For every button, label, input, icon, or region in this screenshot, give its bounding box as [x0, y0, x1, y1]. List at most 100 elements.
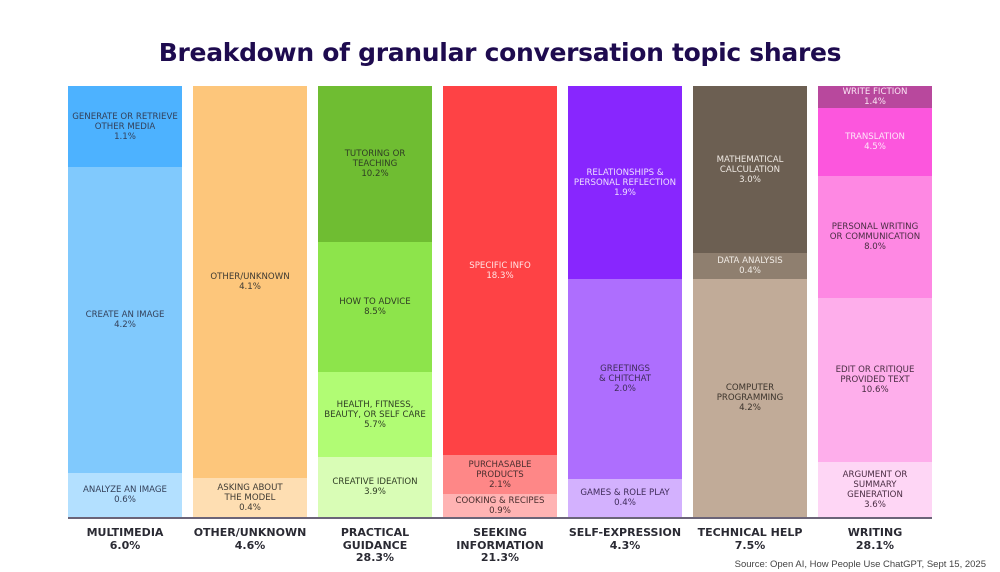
segment-label: EDIT OR CRITIQUE PROVIDED TEXT — [835, 365, 915, 385]
segment-label: PERSONAL WRITING OR COMMUNICATION — [829, 222, 921, 242]
segment-label: ASKING ABOUT THE MODEL — [217, 482, 283, 503]
bar-segment: ARGUMENT OR SUMMARY GENERATION 3.6% — [818, 462, 932, 517]
segment-label: HOW TO ADVICE — [339, 297, 411, 307]
segment-label: GENERATE OR RETRIEVE OTHER MEDIA — [72, 111, 178, 132]
segment-label: SPECIFIC INFO — [469, 260, 531, 271]
segment-value: 4.2% — [114, 320, 136, 330]
segment-label: CREATIVE IDEATION — [332, 477, 418, 487]
segment-label: MATHEMATICAL CALCULATION — [716, 154, 784, 175]
segment-label: COMPUTER PROGRAMMING — [716, 383, 784, 403]
category-total: 28.3% — [355, 551, 395, 564]
segment-value: 4.2% — [739, 403, 761, 413]
category-total: 21.3% — [480, 551, 520, 564]
category-name: SEEKING — [473, 526, 527, 539]
bar-segment: TRANSLATION 4.5% — [818, 108, 932, 176]
segment-value: 0.4% — [739, 266, 761, 276]
segment-label: WRITE FICTION — [842, 87, 908, 97]
category-name: WRITING — [847, 526, 903, 539]
column-practical-guidance: TUTORING OR TEACHING 10.2% HOW TO ADVICE 8.… — [318, 86, 432, 517]
bar-segment: GENERATE OR RETRIEVE OTHER MEDIA 1.1% — [68, 86, 182, 167]
segment-label: RELATIONSHIPS & PERSONAL REFLECTION — [573, 167, 677, 188]
baseline-axis — [68, 517, 932, 519]
segment-value: 5.7% — [364, 419, 386, 430]
segment-label: GREETINGS & CHITCHAT — [598, 364, 652, 384]
column-writing: WRITE FICTION 1.4% TRANSLATION 4.5% PERSONAL… — [818, 86, 932, 517]
segment-label: ANALYZE AN IMAGE — [83, 485, 167, 495]
segment-label: CREATE AN IMAGE — [85, 310, 165, 320]
column-seeking-information: SPECIFIC INFO 18.3% PURCHASABLE PRODUCTS 2.… — [443, 86, 557, 517]
bar-segment: COMPUTER PROGRAMMING 4.2% — [693, 279, 807, 517]
column-technical-help: MATHEMATICAL CALCULATION 3.0% DATA ANALYSI… — [693, 86, 807, 517]
category-label: PRACTICAL GUIDANCE 28.3% — [305, 526, 445, 565]
bar-segment: WRITE FICTION 1.4% — [818, 86, 932, 108]
bar-segment: PURCHASABLE PRODUCTS 2.1% — [443, 455, 557, 494]
category-label: SEEKING INFORMATION 21.3% — [430, 526, 570, 565]
segment-value: 18.3% — [486, 270, 514, 281]
segment-value: 4.1% — [239, 282, 261, 292]
segment-value: 8.0% — [864, 242, 886, 252]
category-total: 28.1% — [855, 538, 895, 552]
category-name: GUIDANCE — [342, 538, 408, 552]
segment-label: TRANSLATION — [845, 132, 905, 142]
category-label: SELF-EXPRESSION 4.3% — [555, 526, 695, 552]
bar-segment: OTHER/UNKNOWN 4.1% — [193, 86, 307, 478]
segment-value: 3.0% — [739, 174, 761, 185]
segment-value: 1.1% — [114, 131, 136, 142]
category-label: OTHER/UNKNOWN 4.6% — [180, 526, 320, 552]
segment-value: 4.5% — [864, 142, 886, 152]
bar-segment: CREATIVE IDEATION 3.9% — [318, 457, 432, 517]
category-total: 6.0% — [109, 538, 141, 552]
bar-segment: COOKING & RECIPES 0.9% — [443, 494, 557, 517]
segment-value: 0.4% — [239, 502, 261, 513]
segment-label: DATA ANALYSIS — [717, 256, 783, 266]
segment-value: 0.4% — [614, 498, 636, 508]
column-self-expression: RELATIONSHIPS & PERSONAL REFLECTION 1.9% G… — [568, 86, 682, 517]
bar-segment: TUTORING OR TEACHING 10.2% — [318, 86, 432, 242]
segment-value: 0.9% — [489, 505, 511, 516]
segment-value: 10.6% — [861, 385, 889, 395]
bar-segment: EDIT OR CRITIQUE PROVIDED TEXT 10.6% — [818, 298, 932, 462]
bar-segment: HOW TO ADVICE 8.5% — [318, 242, 432, 372]
category-total: 4.3% — [609, 538, 641, 552]
segment-value: 1.4% — [864, 97, 886, 107]
category-name: INFORMATION — [456, 538, 544, 552]
segment-value: 3.6% — [864, 499, 886, 510]
bar-segment: ASKING ABOUT THE MODEL 0.4% — [193, 478, 307, 517]
column-other-unknown: OTHER/UNKNOWN 4.1% ASKING ABOUT THE MODEL 0… — [193, 86, 307, 517]
segment-label: PURCHASABLE PRODUCTS — [468, 459, 532, 480]
segment-label: HEALTH, FITNESS, BEAUTY, OR SELF CARE — [324, 399, 426, 420]
segment-label: OTHER/UNKNOWN — [210, 272, 290, 282]
category-total: 4.6% — [234, 538, 266, 552]
bar-segment: CREATE AN IMAGE 4.2% — [68, 167, 182, 473]
segment-label: TUTORING OR TEACHING — [344, 149, 406, 169]
segment-label: GAMES & ROLE PLAY — [580, 488, 670, 498]
category-label: TECHNICAL HELP 7.5% — [680, 526, 820, 552]
chart-title: Breakdown of granular conversation topic… — [158, 38, 842, 67]
segment-label: ARGUMENT OR SUMMARY GENERATION — [842, 469, 908, 500]
bar-segment: GREETINGS & CHITCHAT 2.0% — [568, 279, 682, 479]
category-name: MULTIMEDIA — [86, 526, 164, 539]
category-label: WRITING 28.1% — [805, 526, 945, 552]
segment-value: 0.6% — [114, 495, 136, 505]
category-name: PRACTICAL — [340, 526, 410, 539]
bar-segment: PERSONAL WRITING OR COMMUNICATION 8.0% — [818, 176, 932, 298]
category-name: SELF-EXPRESSION — [568, 526, 682, 539]
segment-value: 2.1% — [489, 479, 511, 490]
segment-value: 3.9% — [364, 487, 386, 497]
category-name: OTHER/UNKNOWN — [193, 526, 307, 539]
bar-segment: DATA ANALYSIS 0.4% — [693, 253, 807, 279]
bar-segment: RELATIONSHIPS & PERSONAL REFLECTION 1.9% — [568, 86, 682, 279]
segment-value: 10.2% — [361, 169, 389, 179]
bar-segment: MATHEMATICAL CALCULATION 3.0% — [693, 86, 807, 253]
segment-value: 2.0% — [614, 384, 636, 394]
column-multimedia: GENERATE OR RETRIEVE OTHER MEDIA 1.1% CREA… — [68, 86, 182, 517]
category-name: TECHNICAL HELP — [697, 526, 803, 539]
bar-segment: SPECIFIC INFO 18.3% — [443, 86, 557, 455]
segment-value: 1.9% — [614, 187, 636, 198]
segment-value: 8.5% — [364, 307, 386, 317]
bar-segment: GAMES & ROLE PLAY 0.4% — [568, 479, 682, 517]
category-total: 7.5% — [734, 538, 766, 552]
bar-segment: ANALYZE AN IMAGE 0.6% — [68, 473, 182, 517]
segment-label: COOKING & RECIPES — [455, 495, 545, 506]
bar-segment: HEALTH, FITNESS, BEAUTY, OR SELF CARE 5.7… — [318, 372, 432, 457]
